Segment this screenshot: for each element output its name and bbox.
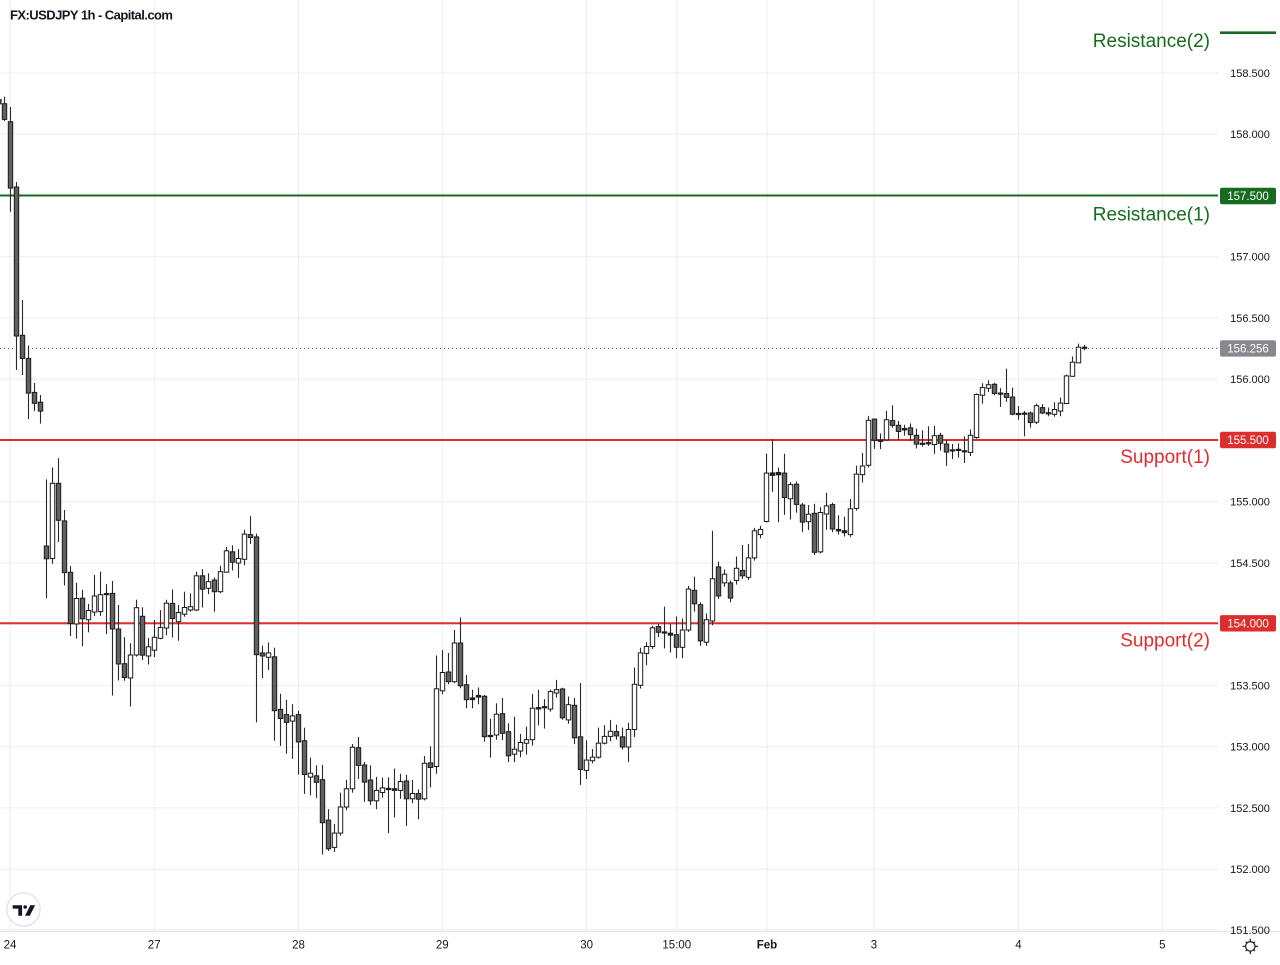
svg-text:Feb: Feb bbox=[757, 940, 777, 952]
svg-text:Support(2): Support(2) bbox=[1120, 631, 1210, 652]
svg-text:153.500: 153.500 bbox=[1230, 680, 1270, 692]
svg-text:156.500: 156.500 bbox=[1230, 313, 1270, 325]
svg-text:151.500: 151.500 bbox=[1230, 925, 1270, 937]
svg-text:154.000: 154.000 bbox=[1227, 618, 1269, 630]
svg-text:157.500: 157.500 bbox=[1227, 191, 1269, 203]
svg-text:152.000: 152.000 bbox=[1230, 864, 1270, 876]
svg-text:155.000: 155.000 bbox=[1230, 497, 1270, 509]
svg-text:Resistance(1): Resistance(1) bbox=[1093, 204, 1210, 225]
svg-text:30: 30 bbox=[580, 940, 593, 952]
svg-text:156.000: 156.000 bbox=[1230, 374, 1270, 386]
svg-text:FX:USDJPY 1h - Capital.com: FX:USDJPY 1h - Capital.com bbox=[10, 8, 172, 23]
svg-text:Resistance(2): Resistance(2) bbox=[1093, 31, 1210, 52]
svg-text:154.500: 154.500 bbox=[1230, 558, 1270, 570]
svg-text:24: 24 bbox=[4, 940, 17, 952]
svg-text:153.000: 153.000 bbox=[1230, 742, 1270, 754]
svg-text:156.256: 156.256 bbox=[1227, 343, 1269, 355]
svg-text:152.500: 152.500 bbox=[1230, 803, 1270, 815]
svg-text:28: 28 bbox=[292, 940, 305, 952]
svg-text:Support(1): Support(1) bbox=[1120, 447, 1210, 468]
svg-text:155.500: 155.500 bbox=[1227, 435, 1269, 447]
svg-text:29: 29 bbox=[436, 940, 449, 952]
svg-text:5: 5 bbox=[1159, 940, 1165, 952]
svg-text:3: 3 bbox=[871, 940, 877, 952]
svg-text:158.500: 158.500 bbox=[1230, 68, 1270, 80]
svg-text:158.000: 158.000 bbox=[1230, 129, 1270, 141]
svg-text:4: 4 bbox=[1015, 940, 1022, 952]
svg-text:157.000: 157.000 bbox=[1230, 252, 1270, 264]
svg-text:27: 27 bbox=[148, 940, 161, 952]
svg-text:15:00: 15:00 bbox=[662, 940, 691, 952]
